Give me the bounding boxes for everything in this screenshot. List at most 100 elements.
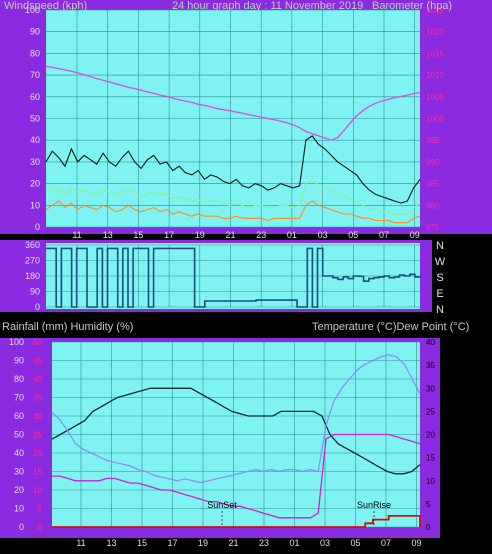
- climate-x-tick: 21: [228, 538, 238, 548]
- temperature-y-tick: 5: [426, 500, 431, 509]
- wind-series-group: [45, 65, 421, 224]
- temp-dew-axis-title: Temperature (°C)Dew Point (°C): [312, 321, 469, 333]
- climate-x-tick: 23: [259, 538, 269, 548]
- series-gust: [45, 135, 421, 204]
- climate-x-tick: 07: [381, 538, 391, 548]
- climate-x-tick: 13: [106, 538, 116, 548]
- climate-x-tick: 15: [137, 538, 147, 548]
- wind-x-tick: 13: [103, 230, 113, 240]
- wind-x-tick: 19: [195, 230, 205, 240]
- climate-x-tick: 01: [289, 538, 299, 548]
- wind-x-tick: 05: [348, 230, 358, 240]
- humidity-y-tick: 50: [14, 430, 24, 440]
- barometer-y-tick: 1005: [426, 93, 444, 102]
- sun-annotations: SunSet SunRise: [207, 500, 391, 527]
- series-wind_low: [45, 200, 421, 224]
- rain-y-tick: 20: [33, 449, 42, 458]
- wind-x-tick: 21: [225, 230, 235, 240]
- climate-grid: [52, 341, 420, 528]
- climate-x-tick: 05: [350, 538, 360, 548]
- wind-y-tick: 40: [30, 135, 40, 145]
- wind-y-left-ticks: 0 10 20 30 40 50 60 70 80 90 100: [25, 5, 40, 232]
- barometer-y-tick: 1025: [426, 6, 444, 15]
- climate-x-tick: 11: [76, 538, 85, 548]
- temperature-y-tick: 15: [426, 454, 435, 463]
- barometer-axis-title: Barometer (hpa): [372, 0, 452, 12]
- rain-y-tick: 25: [33, 431, 42, 440]
- rain-y-tick: 15: [33, 468, 42, 477]
- series-barometer: [45, 65, 421, 141]
- rain-y-tick: 10: [33, 486, 42, 495]
- wind-x-tick: 01: [287, 230, 297, 240]
- wind-x-tick: 23: [256, 230, 266, 240]
- temperature-y-ticks: 0 5 10 15 20 25 30 35 40: [426, 338, 435, 532]
- barometer-y-tick: 990: [426, 158, 440, 167]
- rain-y-ticks: 0 5 10 15 20 25 30 35 40 45 50: [33, 338, 42, 532]
- climate-series-group: [51, 354, 421, 528]
- wind-y-tick: 60: [30, 92, 40, 102]
- rain-y-tick: 0: [38, 523, 43, 532]
- humidity-y-tick: 90: [14, 356, 24, 366]
- wind-y-tick: 10: [30, 200, 40, 210]
- temperature-y-tick: 10: [426, 477, 435, 486]
- compass-label: E: [436, 288, 443, 300]
- wind-y-tick: 50: [30, 114, 40, 124]
- temperature-y-tick: 20: [426, 431, 435, 440]
- humidity-y-tick: 30: [14, 467, 24, 477]
- compass-label: N: [436, 240, 444, 252]
- wind-x-tick: 17: [164, 230, 174, 240]
- annotation-sunrise: SunRise: [357, 500, 391, 510]
- direction-y-tick: 90: [30, 287, 40, 297]
- humidity-y-tick: 20: [14, 485, 24, 495]
- temperature-y-tick: 0: [426, 523, 431, 532]
- wind-grid: [46, 9, 420, 228]
- humidity-y-tick: 40: [14, 448, 24, 458]
- compass-label: N: [436, 304, 444, 316]
- barometer-y-tick: 1020: [426, 28, 444, 37]
- annotation-sunset: SunSet: [207, 500, 237, 510]
- series-direction: [46, 247, 421, 308]
- wind-x-ticks: 11 13 15 17 19 21 23 01 03 05 07 09: [72, 230, 419, 240]
- direction-y-ticks: 0 90 180 270 360: [25, 240, 40, 312]
- wind-axis-title: Windspeed (kph): [4, 0, 87, 12]
- direction-y-tick: 360: [25, 240, 40, 250]
- climate-x-ticks: 11 13 15 17 19 21 23 01 03 05 07 09: [76, 538, 421, 548]
- compass-label: S: [436, 272, 443, 284]
- wind-y-tick: 70: [30, 70, 40, 80]
- rain-y-tick: 30: [33, 412, 42, 421]
- series-humidity: [51, 354, 421, 484]
- barometer-y-tick: 1010: [426, 71, 444, 80]
- wind-y-tick: 0: [35, 222, 40, 232]
- wind-y-tick: 100: [25, 5, 40, 15]
- rain-humidity-axis-title: Rainfall (mm) Humidity (%): [2, 321, 133, 333]
- compass-label: W: [435, 256, 446, 268]
- direction-series-group: [46, 247, 421, 308]
- barometer-y-tick: 1015: [426, 49, 444, 58]
- wind-y-tick: 80: [30, 48, 40, 58]
- climate-x-tick: 03: [320, 538, 330, 548]
- wind-x-tick: 11: [72, 230, 81, 240]
- barometer-y-tick: 985: [426, 180, 440, 189]
- temperature-y-tick: 25: [426, 407, 435, 416]
- rain-y-tick: 40: [33, 375, 42, 384]
- wind-x-tick: 07: [379, 230, 389, 240]
- wind-y-tick: 30: [30, 157, 40, 167]
- barometer-y-tick: 980: [426, 201, 440, 210]
- wind-y-tick: 90: [30, 27, 40, 37]
- series-dewpoint: [52, 433, 421, 519]
- rain-y-tick: 50: [33, 338, 42, 347]
- series-temperature: [51, 387, 421, 475]
- wind-x-tick: 15: [133, 230, 143, 240]
- humidity-y-tick: 0: [19, 522, 24, 532]
- temperature-y-tick: 30: [426, 384, 435, 393]
- humidity-y-tick: 70: [14, 393, 24, 403]
- wind-x-tick: 09: [410, 230, 420, 240]
- humidity-y-tick: 10: [14, 504, 24, 514]
- climate-x-tick: 17: [167, 538, 177, 548]
- graph-title: 24 hour graph day : 11 November 2019: [172, 0, 363, 12]
- humidity-y-tick: 80: [14, 374, 24, 384]
- direction-y-tick: 0: [35, 302, 40, 312]
